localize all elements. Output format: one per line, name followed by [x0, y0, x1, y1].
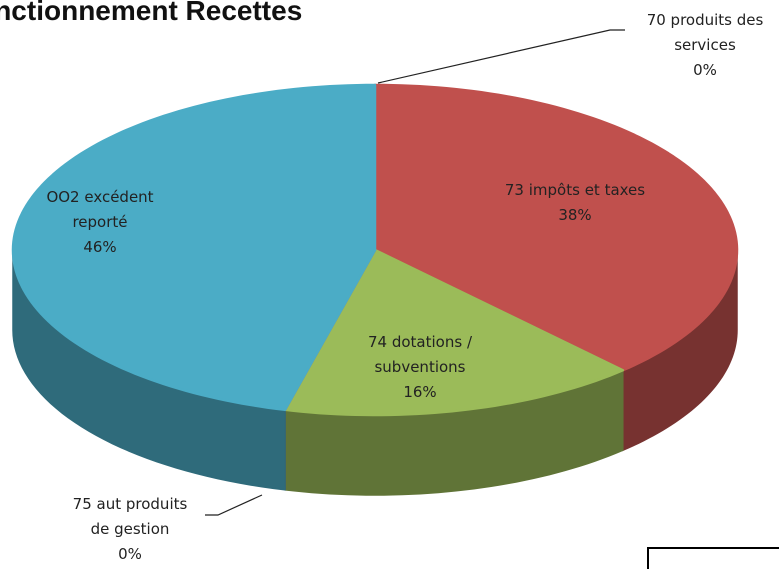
- data-label: 73 impôts et taxes 38%: [504, 181, 646, 224]
- legend-box: [647, 547, 779, 569]
- slice: [373, 83, 739, 372]
- data-label: 74 dotations / subventions 16%: [368, 333, 472, 401]
- slice: [283, 248, 625, 417]
- leader-line: [205, 494, 263, 516]
- data-label: 70 produits des services 0%: [646, 11, 764, 79]
- slice: [11, 83, 377, 412]
- leader-line: [377, 29, 625, 84]
- chart-title: Fonctionnement Recettes: [0, 0, 302, 26]
- data-label: OO2 excédent reporté 46%: [46, 188, 154, 256]
- data-label: 75 aut produits de gestion 0%: [72, 495, 188, 563]
- pie: [11, 83, 739, 496]
